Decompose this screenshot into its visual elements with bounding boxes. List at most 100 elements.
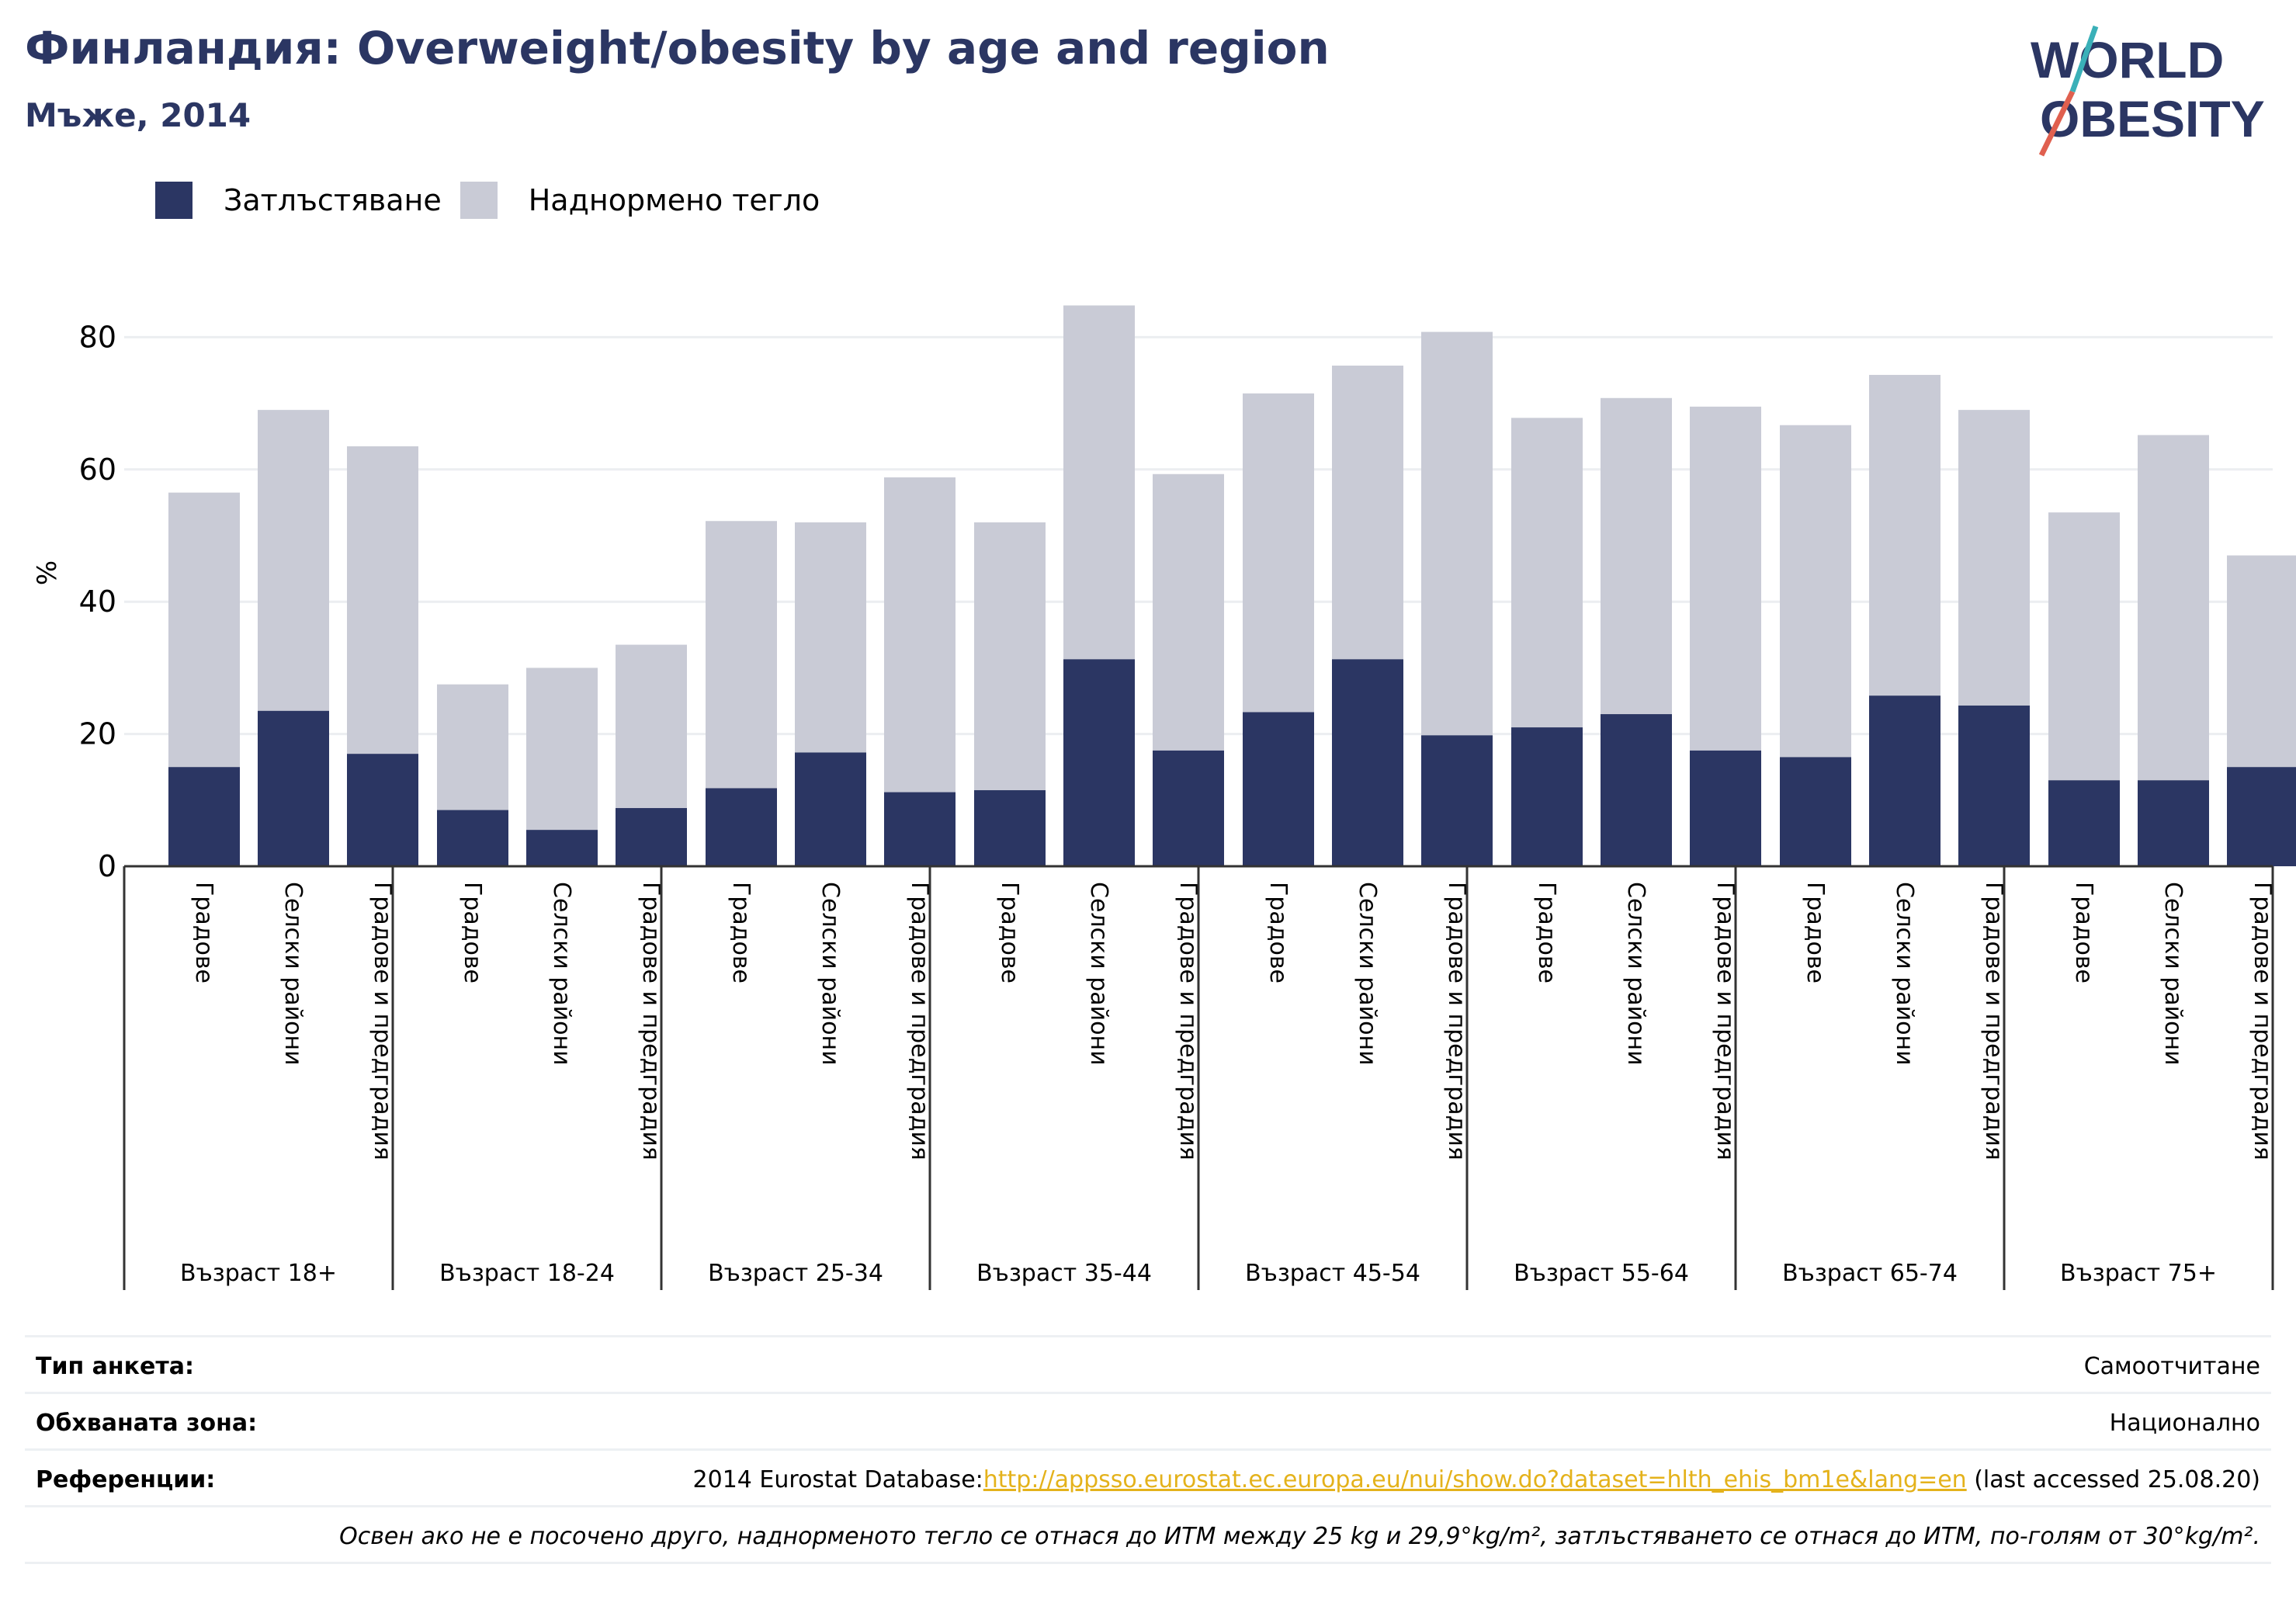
legend-swatch-obesity xyxy=(155,182,192,219)
bar-overweight xyxy=(1063,305,1135,660)
x-category-label: Градове xyxy=(459,882,486,983)
bar-obesity xyxy=(1958,705,2030,866)
bar-overweight xyxy=(1869,374,1941,696)
x-category-label: Градове и предградия xyxy=(1980,882,2007,1160)
bar-obesity xyxy=(1421,735,1493,866)
bar-obesity xyxy=(437,810,508,866)
bar-overweight xyxy=(795,522,866,753)
logo-line1: WORLD xyxy=(2031,31,2224,88)
definition-note: Освен ако не е посочено друго, наднормен… xyxy=(339,1523,2260,1550)
bar-obesity xyxy=(1690,750,1761,866)
x-category-label: Градове xyxy=(2070,882,2097,983)
y-tick-label: 20 xyxy=(79,717,116,751)
bar-obesity xyxy=(526,830,598,866)
x-category-label: Градове и предградия xyxy=(637,882,664,1160)
logo-line2: OBESITY xyxy=(2040,90,2265,147)
bar-obesity xyxy=(1869,695,1941,866)
bar-overweight xyxy=(1958,410,2030,706)
bar-overweight xyxy=(974,522,1046,791)
chart-title: Финландия: Overweight/obesity by age and… xyxy=(25,22,1330,75)
bar-overweight xyxy=(884,477,956,793)
legend-swatch-overweight xyxy=(460,182,498,219)
bar-overweight xyxy=(1690,406,1761,751)
references-label: Референции: xyxy=(36,1466,216,1493)
bar-obesity xyxy=(1780,757,1851,866)
bar-obesity xyxy=(1601,714,1672,866)
bar-obesity xyxy=(974,790,1046,866)
x-category-label: Селски райони xyxy=(1085,882,1112,1066)
y-tick-label: 60 xyxy=(79,453,116,487)
legend-label-overweight: Наднормено тегло xyxy=(528,183,820,217)
y-tick-label: 0 xyxy=(98,849,116,883)
x-category-label: Градове и предградия xyxy=(2249,882,2276,1160)
bar-overweight xyxy=(1780,425,1851,758)
bar-overweight xyxy=(258,410,329,711)
bar-obesity xyxy=(1063,659,1135,866)
bar-obesity xyxy=(616,808,687,866)
bar-obesity xyxy=(1332,659,1403,866)
x-category-label: Градове xyxy=(1264,882,1292,983)
y-axis-label: % xyxy=(32,560,63,585)
survey-type-value: Самоотчитане xyxy=(2083,1353,2260,1380)
x-category-label: Селски райони xyxy=(2159,882,2187,1066)
bar-obesity xyxy=(706,788,777,866)
info-row-references: Референции: 2014 Eurostat Database:http:… xyxy=(25,1448,2271,1505)
legend-label-obesity: Затлъстяване xyxy=(224,183,442,217)
survey-type-label: Тип анкета: xyxy=(36,1353,194,1380)
bar-overweight xyxy=(706,521,777,789)
x-category-label: Градове и предградия xyxy=(1443,882,1470,1160)
bar-overweight xyxy=(1332,366,1403,660)
x-category-label: Градове и предградия xyxy=(1712,882,1739,1160)
references-value: 2014 Eurostat Database:http://appsso.eur… xyxy=(693,1466,2260,1493)
x-category-label: Градове xyxy=(1533,882,1560,983)
x-group-label: Възраст 35-44 xyxy=(976,1260,1152,1287)
bar-overweight xyxy=(1511,418,1583,728)
x-category-label: Селски райони xyxy=(817,882,844,1066)
chart-subtitle: Мъже, 2014 xyxy=(25,96,251,134)
x-category-label: Градове и предградия xyxy=(906,882,933,1160)
bar-obesity xyxy=(2048,780,2120,866)
bar-overweight xyxy=(1153,473,1224,751)
world-obesity-logo: WORLD OBESITY xyxy=(2031,25,2265,157)
bar-obesity xyxy=(168,767,240,866)
bar-overweight xyxy=(437,684,508,810)
x-category-label: Градове и предградия xyxy=(1174,882,1202,1160)
logo-slash-red xyxy=(2038,90,2076,157)
x-group-label: Възраст 65-74 xyxy=(1782,1260,1958,1287)
bar-overweight xyxy=(1601,397,1672,715)
bar-overweight xyxy=(347,446,418,754)
x-category-label: Селски райони xyxy=(1891,882,1918,1066)
bar-obesity xyxy=(2138,780,2209,866)
x-category-label: Селски райони xyxy=(279,882,307,1066)
logo-slash-teal xyxy=(2069,25,2099,93)
x-group-label: Възраст 18-24 xyxy=(439,1260,615,1287)
bar-overweight xyxy=(526,668,598,831)
x-group-label: Възраст 55-64 xyxy=(1514,1260,1689,1287)
x-category-label: Селски райони xyxy=(1354,882,1381,1066)
bar-obesity xyxy=(795,752,866,866)
bar-overweight xyxy=(616,644,687,809)
bar-overweight xyxy=(2227,555,2296,768)
x-category-label: Градове xyxy=(727,882,754,983)
legend: Затлъстяване Наднормено тегло xyxy=(155,180,838,220)
x-category-label: Градове xyxy=(1802,882,1829,983)
x-category-label: Градове xyxy=(190,882,217,983)
y-tick-label: 40 xyxy=(79,584,116,619)
x-category-label: Селски райони xyxy=(548,882,575,1066)
bar-overweight xyxy=(2048,512,2120,781)
bar-overweight xyxy=(2138,435,2209,781)
info-row-survey-type: Тип анкета: Самоотчитане xyxy=(25,1335,2271,1392)
references-prefix: 2014 Eurostat Database: xyxy=(692,1466,983,1493)
info-row-note: Освен ако не е посочено друго, наднормен… xyxy=(25,1505,2271,1564)
references-link[interactable]: http://appsso.eurostat.ec.europa.eu/nui/… xyxy=(983,1466,1967,1493)
x-group-label: Възраст 45-54 xyxy=(1245,1260,1420,1287)
bar-overweight xyxy=(1421,331,1493,736)
info-row-coverage: Обхваната зона: Национално xyxy=(25,1392,2271,1448)
x-group-label: Възраст 75+ xyxy=(2060,1260,2217,1287)
bar-overweight xyxy=(168,492,240,768)
x-category-label: Градове xyxy=(996,882,1023,983)
y-tick-label: 80 xyxy=(79,320,116,354)
bar-obesity xyxy=(1243,712,1314,866)
bar-obesity xyxy=(884,792,956,866)
x-category-label: Селски райони xyxy=(1622,882,1649,1066)
